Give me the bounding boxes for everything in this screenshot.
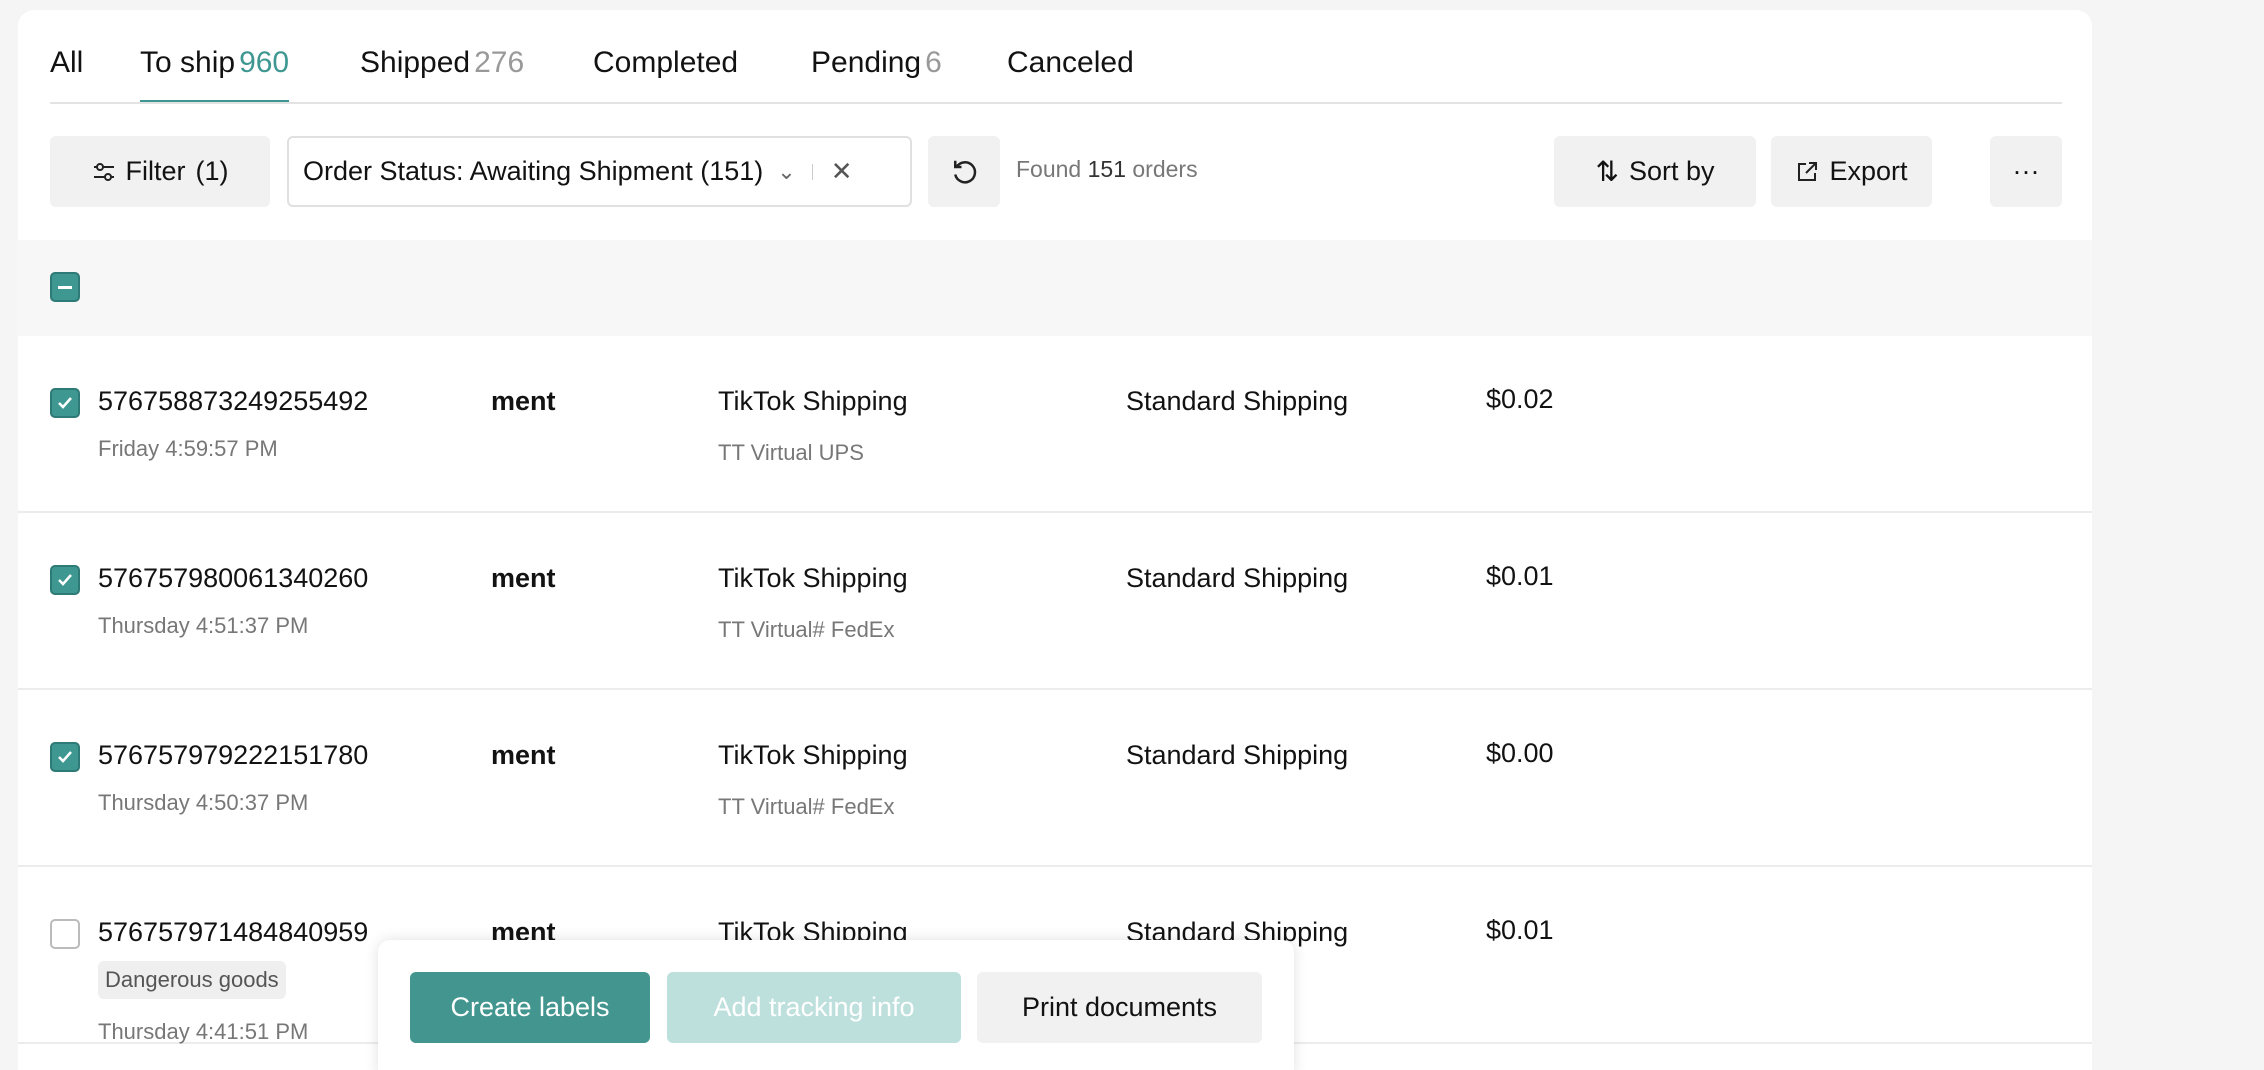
shipping-service: Standard Shipping [1126, 740, 1349, 770]
order-id[interactable]: 576758873249255492 [98, 386, 369, 416]
shipping-service: Standard Shipping [1126, 563, 1349, 593]
sort-by-button[interactable]: ⇅ Sort by [1554, 136, 1756, 207]
tab-count: 6 [925, 46, 942, 79]
carrier: TT Virtual# FedEx [718, 794, 895, 819]
tab-label: Pending [811, 46, 922, 79]
product-name: ment [491, 740, 556, 770]
tab-label: Completed [593, 46, 739, 79]
table-header [18, 240, 2092, 336]
check-icon [58, 751, 72, 763]
order-id[interactable]: 576757980061340260 [98, 563, 369, 593]
tab-shipped[interactable]: Shipped 276 [360, 46, 524, 102]
order-time: Friday 4:59:57 PM [98, 436, 278, 461]
tab-completed[interactable]: Completed [593, 46, 738, 102]
print-documents-button[interactable]: Print documents [977, 972, 1262, 1043]
order-id[interactable]: 576757979222151780 [98, 740, 369, 770]
tab-pending[interactable]: Pending 6 [811, 46, 942, 102]
shipping-provider: TikTok Shipping [718, 740, 908, 770]
bulk-action-bar: Create labels Add tracking info Print do… [378, 940, 1294, 1070]
filter-label: Filter [125, 156, 186, 186]
sort-label: Sort by [1628, 156, 1715, 186]
shipping-fee: $0.01 [1486, 561, 1554, 591]
shipping-fee: $0.02 [1486, 384, 1554, 414]
sort-arrows-icon: ⇅ [1595, 156, 1619, 187]
product-name: ment [491, 563, 556, 593]
order-id[interactable]: 576757971484840959 [98, 917, 369, 947]
clear-icon[interactable]: ✕ [830, 156, 853, 186]
found-orders-text: Found 151 orders [1016, 156, 1198, 182]
order-status-value: Order Status: Awaiting Shipment (151) [303, 156, 764, 186]
order-time: Thursday 4:50:37 PM [98, 790, 309, 815]
filter-button[interactable]: Filter (1) [50, 136, 270, 207]
create-labels-button[interactable]: Create labels [410, 972, 650, 1043]
minus-icon [58, 285, 72, 289]
check-icon [58, 397, 72, 409]
row-checkbox[interactable] [50, 742, 80, 772]
carrier: TT Virtual# FedEx [718, 617, 895, 642]
order-time: Thursday 4:51:37 PM [98, 613, 309, 638]
row-checkbox[interactable] [50, 919, 80, 949]
select-all-checkbox[interactable] [50, 272, 80, 302]
tabs-divider [50, 102, 2062, 104]
order-row: 576758873249255492 Friday 4:59:57 PM ment … [18, 336, 2092, 513]
order-status-select[interactable]: Order Status: Awaiting Shipment (151) ⌄ … [287, 136, 912, 207]
tab-count: 960 [239, 46, 290, 79]
separator [811, 163, 813, 180]
order-row: 576757979222151780 Thursday 4:50:37 PM men… [18, 690, 2092, 867]
tab-count: 276 [474, 46, 525, 79]
shipping-service: Standard Shipping [1126, 386, 1349, 416]
carrier: TT Virtual UPS [718, 440, 864, 465]
filter-sliders-icon [93, 162, 114, 181]
order-row: 576757980061340260 Thursday 4:51:37 PM men… [18, 513, 2092, 690]
orders-card: All To ship 960 Shipped 276 Completed Pend… [18, 10, 2092, 1070]
more-button[interactable]: ··· [1990, 136, 2062, 207]
refresh-icon [954, 160, 977, 184]
chevron-down-icon: ⌄ [777, 158, 796, 184]
reset-button[interactable] [928, 136, 1000, 207]
export-label: Export [1829, 156, 1908, 186]
check-icon [58, 574, 72, 586]
filter-count: (1) [195, 156, 229, 186]
dangerous-goods-badge: Dangerous goods [98, 961, 286, 999]
tab-canceled[interactable]: Canceled [1007, 46, 1134, 102]
tab-label: All [50, 46, 84, 79]
tab-label: Canceled [1007, 46, 1134, 79]
tab-all[interactable]: All [50, 46, 83, 102]
order-time: Thursday 4:41:51 PM [98, 1019, 309, 1044]
export-icon [1798, 161, 1818, 181]
row-checkbox[interactable] [50, 565, 80, 595]
shipping-provider: TikTok Shipping [718, 563, 908, 593]
shipping-fee: $0.01 [1486, 915, 1554, 945]
export-button[interactable]: Export [1771, 136, 1932, 207]
tab-label: To ship [140, 46, 236, 79]
add-tracking-info-button[interactable]: Add tracking info [667, 972, 961, 1043]
tab-to-ship[interactable]: To ship 960 [140, 46, 290, 104]
row-checkbox[interactable] [50, 388, 80, 418]
shipping-provider: TikTok Shipping [718, 386, 908, 416]
product-name: ment [491, 386, 556, 416]
tab-label: Shipped [360, 46, 471, 79]
shipping-fee: $0.00 [1486, 738, 1554, 768]
more-icon: ··· [2012, 156, 2040, 186]
